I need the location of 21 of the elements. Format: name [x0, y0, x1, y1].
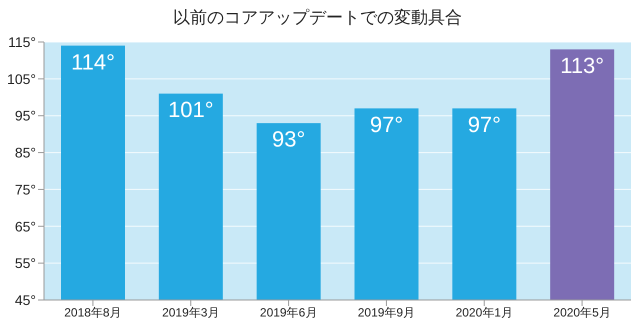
data-label: 97°: [370, 112, 404, 137]
y-tick-label: 105°: [7, 70, 36, 87]
x-tick-label: 2019年6月: [260, 306, 318, 320]
y-tick-label: 115°: [8, 34, 36, 50]
chart-title: 以前のコアアップデートでの変動具合: [172, 7, 463, 29]
y-tick-label: 65°: [14, 218, 36, 234]
x-tick-label: 2018年8月: [64, 306, 122, 320]
data-label: 113°: [560, 52, 604, 78]
y-tick-label: 95°: [14, 108, 36, 124]
x-tick-label: 2019年9月: [358, 306, 416, 320]
x-tick-label: 2020年1月: [456, 306, 513, 320]
y-tick-label: 45°: [14, 292, 36, 308]
data-label: 101°: [168, 97, 214, 122]
y-tick-label: 75°: [14, 181, 36, 198]
x-tick-label: 2019年3月: [162, 306, 220, 320]
y-tick-label: 55°: [14, 255, 36, 272]
x-tick-label: 2020年5月: [553, 306, 611, 320]
data-label: 93°: [272, 126, 306, 152]
data-label: 114°: [71, 49, 115, 74]
y-tick-label: 85°: [14, 144, 36, 161]
data-label: 97°: [468, 112, 501, 137]
